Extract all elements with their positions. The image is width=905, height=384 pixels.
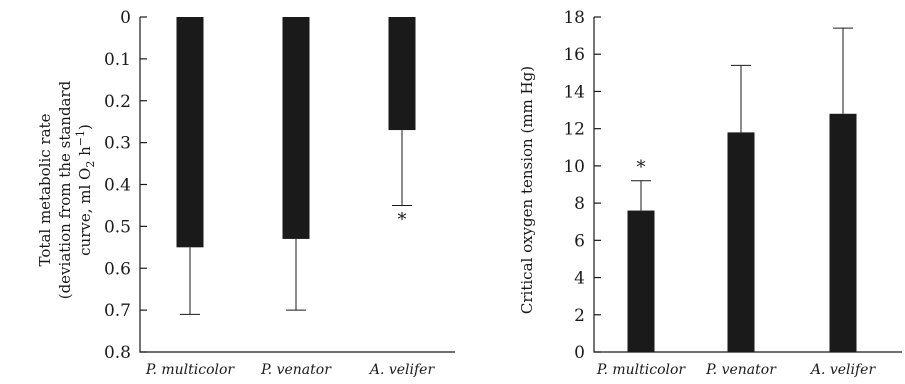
left-ytick-label: 0.4: [104, 176, 131, 196]
right-ytick-label: 2: [574, 306, 585, 326]
right-ytick-label: 8: [574, 194, 585, 214]
right-ytick-label: 12: [563, 120, 585, 140]
left-ylabel-part-b: h: [76, 146, 94, 161]
left-category-label: A. velifer: [368, 362, 436, 378]
right-category-label: P. multicolor: [596, 362, 687, 378]
left-bar: [282, 17, 310, 239]
left-ytick-label: 0.5: [104, 217, 131, 237]
right-bar: [627, 210, 655, 352]
left-ylabel-part-c: ): [76, 124, 94, 130]
left-ytick-label: 0.7: [104, 301, 131, 321]
left-bar: [388, 17, 416, 131]
left-ylabel-line-2: (deviation from the standard: [56, 80, 74, 299]
right-ytick-label: 10: [563, 157, 585, 177]
left-ylabel-part-a: curve, ml O: [76, 168, 94, 256]
right-ytick-label: 4: [574, 269, 585, 289]
left-category-label: P. venator: [260, 362, 332, 378]
right-chart: Critical oxygen tension (mm Hg) 0 2 4 6 8 10 1…: [518, 8, 902, 378]
left-ylabel-line-3: curve, ml O2 h−1): [74, 124, 97, 256]
left-axes: 0 0.1 0.2 0.3 0.4 0.5 0.6 0.7 0.8: [104, 8, 455, 363]
right-bar: [727, 132, 755, 352]
right-ytick-label: 14: [563, 82, 585, 102]
left-ytick-label: 0.8: [104, 343, 131, 363]
right-marks: P. multicolor * P. venator A. velifer: [596, 27, 877, 378]
right-axes: 0 2 4 6 8 10 12 14 16 18: [563, 8, 902, 363]
left-ylabel-line-1: Total metabolic rate: [36, 113, 54, 266]
right-ytick-label: 6: [574, 231, 585, 251]
left-ylabel-superscript: −1: [74, 130, 87, 146]
left-ytick-label: 0.3: [104, 134, 131, 154]
left-ytick-label: 0.1: [104, 50, 131, 70]
right-bar: [829, 113, 857, 353]
left-ytick-label: 0.2: [104, 92, 131, 112]
left-significance-star: *: [398, 209, 407, 230]
right-significance-star: *: [637, 157, 646, 178]
right-category-label: A. velifer: [809, 362, 877, 378]
left-ylabel-subscript: 2: [84, 161, 97, 168]
left-category-label: P. multicolor: [145, 362, 236, 378]
left-chart: Total metabolic rate (deviation from the…: [36, 8, 455, 378]
left-ytick-label: 0.6: [104, 259, 131, 279]
right-ytick-label: 0: [574, 343, 585, 363]
left-marks: P. multicolor P. venator A. velifer *: [145, 17, 436, 378]
right-category-label: P. venator: [705, 362, 777, 378]
right-ylabel: Critical oxygen tension (mm Hg): [518, 66, 536, 314]
right-ytick-label: 16: [563, 45, 585, 65]
right-ytick-label: 18: [563, 8, 585, 28]
left-bar: [176, 17, 204, 248]
left-ytick-label: 0: [120, 8, 131, 28]
